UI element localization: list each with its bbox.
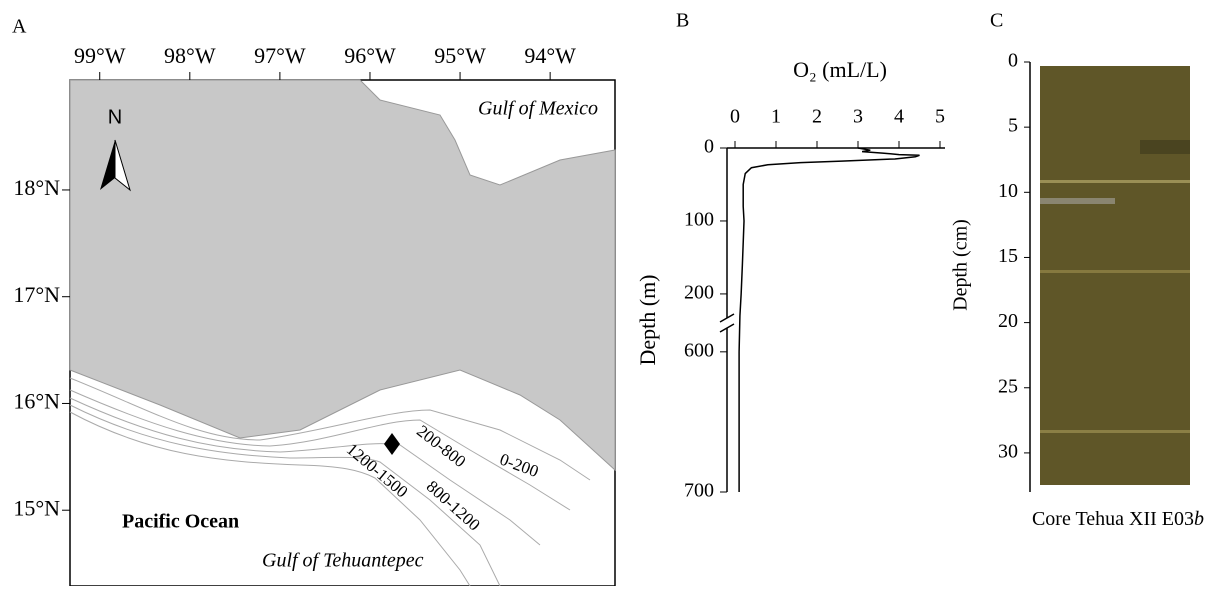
caption-text: b xyxy=(1194,508,1204,530)
y-tick-label: 0 xyxy=(1008,50,1018,72)
x-tick-label: 4 xyxy=(894,106,904,128)
axis-break xyxy=(719,313,735,323)
place-label: Gulf of Mexico xyxy=(478,98,598,120)
place-label: Gulf of Tehuantepec xyxy=(262,550,424,572)
y-tick-label: 30 xyxy=(998,441,1018,463)
y-tick-label: 5 xyxy=(1008,115,1018,137)
y-axis-label: Depth (m) xyxy=(635,274,660,365)
place-label: Pacific Ocean xyxy=(122,511,239,533)
core-band xyxy=(1040,430,1190,433)
core-axis-label: Depth (cm) xyxy=(950,219,972,311)
core-band xyxy=(1040,270,1190,273)
y-tick-label: 17°N xyxy=(13,282,60,307)
y-tick-label: 18°N xyxy=(13,175,60,200)
core-image xyxy=(1040,66,1190,485)
north-arrow xyxy=(100,140,115,190)
core-band xyxy=(1040,180,1190,183)
contour xyxy=(69,389,571,511)
core-band xyxy=(1040,198,1115,204)
panel-label: B xyxy=(676,10,689,32)
x-tick-label: 98°W xyxy=(164,43,216,68)
y-tick-label: 0 xyxy=(704,136,714,158)
x-tick-label: 95°W xyxy=(434,43,486,68)
y-tick-label: 15°N xyxy=(13,495,60,520)
y-tick-label: 700 xyxy=(684,480,714,502)
map: N Gulf of Mexico Pacific Ocean Gulf of T… xyxy=(69,79,616,587)
y-tick-label: 200 xyxy=(684,282,714,304)
profile-line xyxy=(738,147,920,492)
x-tick-label: 0 xyxy=(730,106,740,128)
north-label: N xyxy=(108,106,122,128)
axis-break xyxy=(719,323,735,333)
x-tick-label: 1 xyxy=(771,106,781,128)
y-tick-label: 100 xyxy=(684,209,714,231)
x-tick-label: 97°W xyxy=(254,43,306,68)
x-tick-label: 3 xyxy=(853,106,863,128)
y-tick-label: 16°N xyxy=(13,389,60,414)
y-tick-label: 600 xyxy=(684,339,714,361)
contour xyxy=(69,404,501,587)
x-tick-label: 94°W xyxy=(524,43,576,68)
y-tick-label: 25 xyxy=(998,375,1018,397)
x-tick-label: 99°W xyxy=(74,43,126,68)
x-axis-label: O₂ (mL/L) xyxy=(793,57,887,82)
core xyxy=(1040,66,1190,485)
north-arrow xyxy=(114,139,131,192)
panel-label: A xyxy=(12,16,27,38)
contour xyxy=(69,411,471,587)
y-tick-label: 10 xyxy=(998,180,1018,202)
caption-text: Core Tehua XII E03 xyxy=(1032,508,1194,530)
contour xyxy=(69,377,591,481)
panel-label: C xyxy=(990,10,1003,32)
x-tick-label: 2 xyxy=(812,106,822,128)
x-tick-label: 96°W xyxy=(344,43,396,68)
land xyxy=(69,79,616,472)
y-tick-label: 15 xyxy=(998,245,1018,267)
site-marker xyxy=(384,433,400,455)
core-caption: Core Tehua XII E03b xyxy=(1032,508,1204,530)
core-band xyxy=(1140,140,1190,154)
x-tick-label: 5 xyxy=(935,106,945,128)
y-tick-label: 20 xyxy=(998,310,1018,332)
